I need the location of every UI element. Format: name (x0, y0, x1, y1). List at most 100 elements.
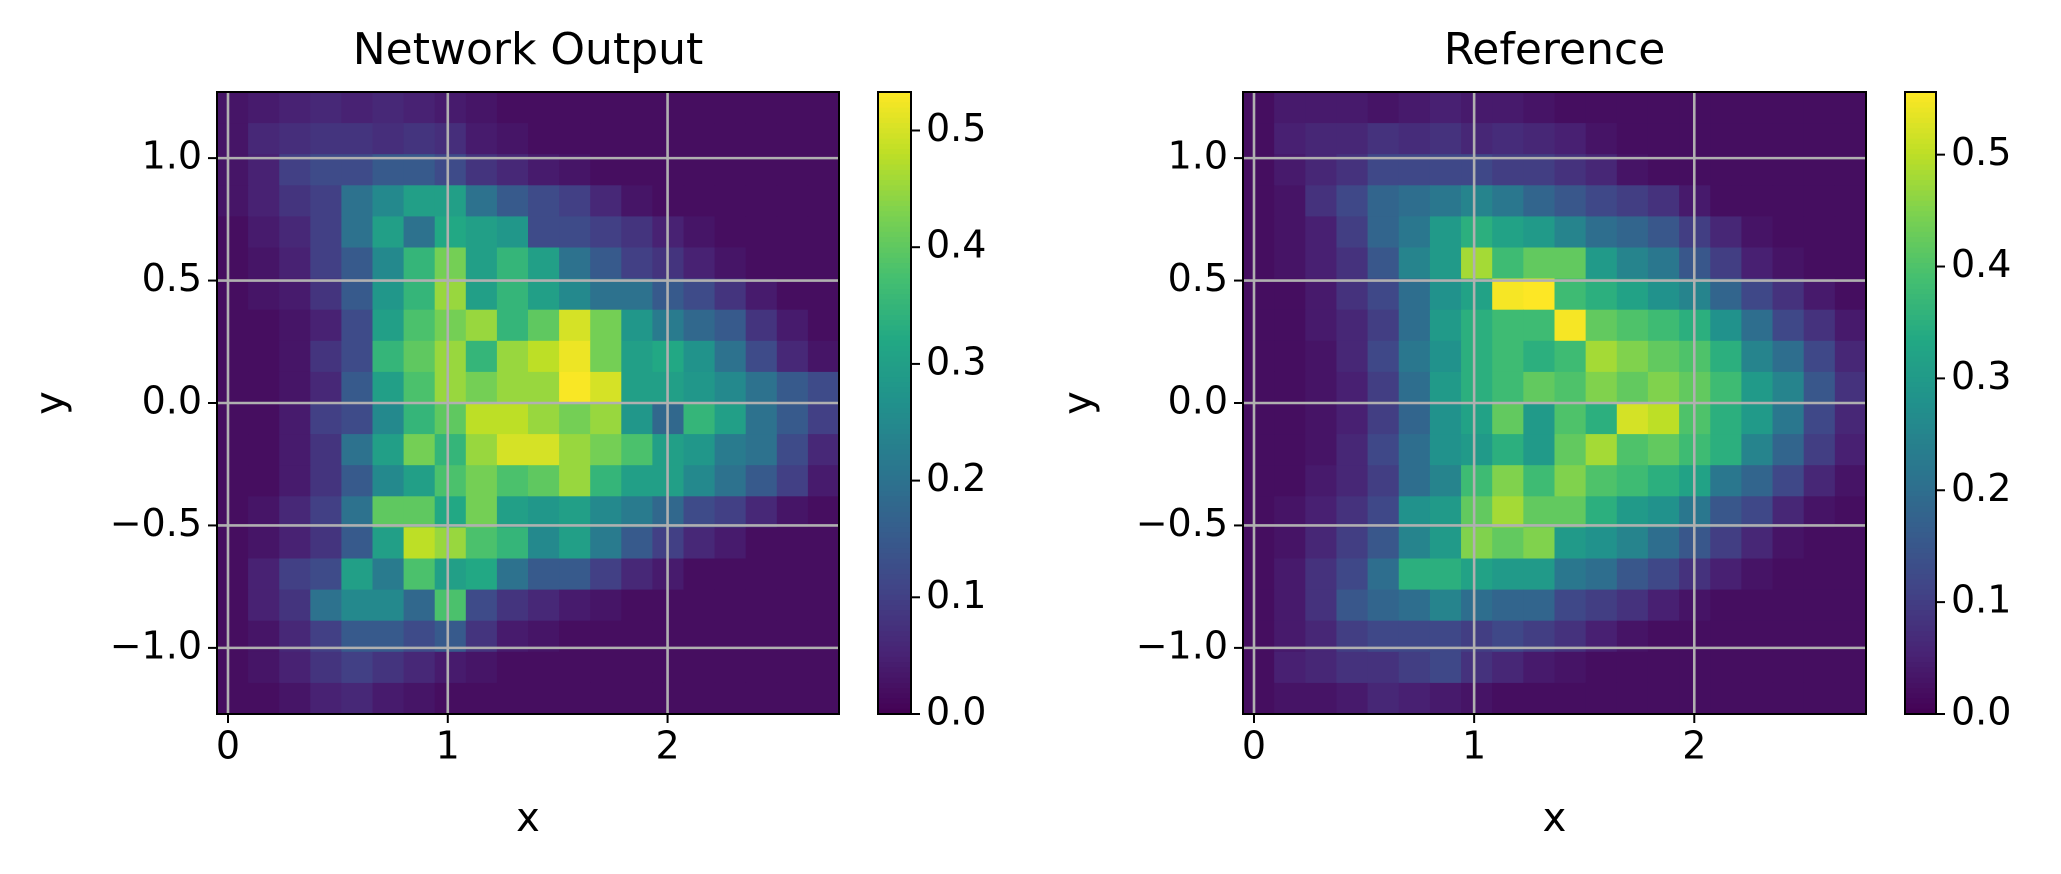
heat-cell (1834, 154, 1867, 186)
heat-cell (714, 185, 747, 217)
colorbar-tick-label: 0.1 (1951, 578, 2011, 622)
colorbar-swatch (1905, 133, 1936, 140)
colorbar-swatch (1905, 257, 1936, 264)
colorbar-swatch (878, 677, 911, 684)
heat-cell (528, 154, 560, 186)
colorbar-swatch (878, 107, 911, 114)
heat-cell (372, 527, 405, 560)
colorbar-swatch (878, 646, 911, 653)
heat-cell (1429, 216, 1462, 249)
heat-cell (465, 434, 498, 466)
heat-cell (279, 309, 311, 342)
heat-cell (621, 434, 653, 466)
heat-cell (807, 309, 840, 342)
colorbar-swatch (878, 216, 911, 223)
heat-cell (1336, 154, 1369, 186)
colorbar-swatch (878, 574, 911, 580)
heat-cell (1492, 371, 1524, 404)
heat-cell (1243, 185, 1275, 217)
colorbar-swatch (1905, 356, 1936, 363)
heat-cell (1803, 216, 1836, 249)
colorbar-swatch (1905, 682, 1936, 689)
plot-frame (216, 91, 840, 715)
heat-cell (1523, 403, 1556, 435)
y-tick-label: 0.5 (1168, 256, 1228, 300)
heat-cell (217, 371, 249, 404)
heat-cell (372, 309, 405, 342)
heat-cell (1647, 278, 1680, 311)
colorbar-swatch (1905, 584, 1936, 591)
heat-cell (496, 527, 529, 560)
heat-cell (559, 92, 591, 124)
heat-cell (217, 403, 249, 435)
heat-cell (341, 247, 374, 280)
heat-cell (1585, 92, 1618, 124)
plot-frame (1242, 91, 1867, 715)
heat-cell (714, 465, 747, 497)
heat-cell (1461, 185, 1493, 217)
heat-cell (621, 216, 653, 249)
heat-cell (1585, 185, 1618, 217)
heat-cell (1616, 185, 1649, 217)
heat-cell (1461, 123, 1493, 155)
heat-cell (248, 185, 280, 217)
heat-cell (1803, 558, 1836, 591)
heat-cell (714, 154, 747, 186)
heat-cell (1741, 154, 1774, 186)
colorbar-swatch (1905, 511, 1936, 518)
heat-cell (1429, 247, 1462, 280)
heat-cell (248, 340, 280, 373)
colorbar-swatch (878, 366, 911, 373)
heat-cell (1274, 403, 1306, 435)
colorbar-swatch (878, 185, 911, 192)
colorbar-swatch (878, 651, 911, 658)
heat-cell (1772, 92, 1805, 124)
heat-cell (1834, 371, 1867, 404)
heat-cell (1305, 403, 1338, 435)
colorbar-swatch (1905, 288, 1936, 295)
heat-cell (776, 340, 809, 373)
colorbar-swatch (878, 377, 911, 383)
heat-cell (1616, 403, 1649, 435)
colorbar-swatch (878, 164, 911, 171)
heat-cell (465, 558, 498, 591)
heat-cell (1834, 278, 1867, 311)
heat-cell (372, 247, 405, 280)
heat-cell (310, 185, 342, 217)
heat-cell (372, 434, 405, 466)
heat-cell (1616, 216, 1649, 249)
heat-cell (1741, 682, 1774, 715)
colorbar-tick-label: 0.3 (926, 339, 986, 383)
chart-title: Network Output (353, 24, 704, 75)
heat-cell (403, 278, 436, 311)
colorbar-swatch (878, 335, 911, 342)
heat-cell (310, 403, 342, 435)
heat-cell (1336, 216, 1369, 249)
heat-cell (1834, 496, 1867, 528)
heat-cell (1243, 465, 1275, 497)
heat-cell (1710, 434, 1742, 466)
colorbar-swatch (1905, 589, 1936, 596)
colorbar-swatch (878, 268, 911, 275)
heat-cell (341, 340, 374, 373)
heat-cell (1647, 154, 1680, 186)
heat-cell (528, 123, 560, 155)
heat-cell (217, 651, 249, 684)
heat-cell (279, 651, 311, 684)
heat-cell (1461, 278, 1493, 311)
colorbar-swatch (878, 361, 911, 368)
heat-cell (1336, 247, 1369, 280)
heat-cell (1554, 247, 1587, 280)
heat-cell (1336, 651, 1369, 684)
heat-cell (434, 496, 467, 528)
heat-cell (1710, 465, 1742, 497)
heat-cell (279, 682, 311, 715)
heat-cell (807, 123, 840, 155)
heat-cell (745, 92, 778, 124)
heat-cell (465, 465, 498, 497)
colorbar-swatch (1905, 180, 1936, 186)
colorbar-swatch (878, 143, 911, 150)
heat-cell (217, 154, 249, 186)
heat-cell (559, 278, 591, 311)
heat-cell (1305, 589, 1338, 622)
